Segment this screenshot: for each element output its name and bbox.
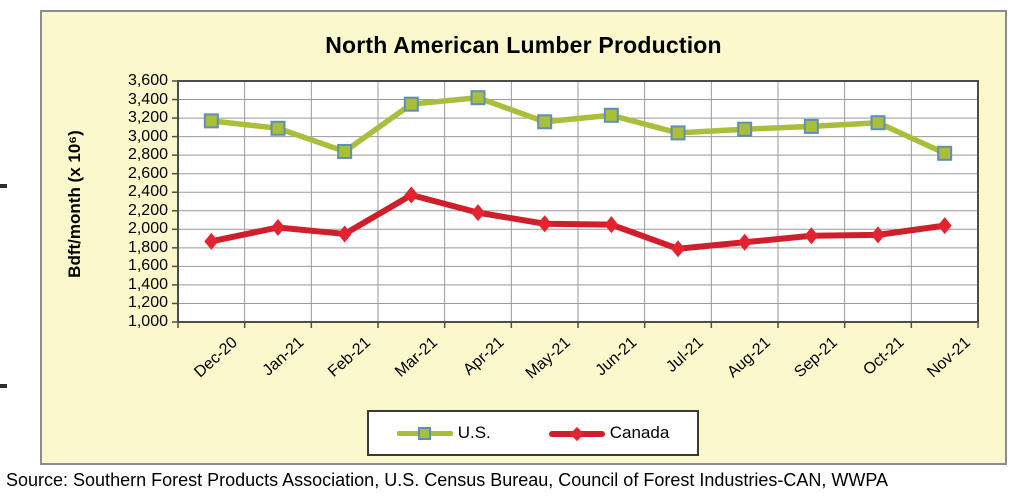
y-tick-label: 2,800 xyxy=(127,146,168,164)
us-line-sample-icon xyxy=(396,426,453,441)
us-square-marker-icon xyxy=(417,426,431,440)
canada-data-point-marker xyxy=(471,204,485,222)
x-tick-label: Sep-21 xyxy=(791,334,841,382)
legend-entry-us: U.S. xyxy=(396,423,491,443)
x-tick-label: Nov-21 xyxy=(924,334,975,382)
us-data-point-marker xyxy=(670,125,686,141)
y-tick-label: 1,000 xyxy=(127,313,168,330)
y-tick-label: 1,600 xyxy=(127,257,168,275)
x-tick-label: Mar-21 xyxy=(391,334,441,381)
canada-data-point-marker xyxy=(604,216,619,234)
us-data-point-marker xyxy=(937,145,953,161)
us-data-point-marker xyxy=(737,121,753,137)
x-tick-label: Feb-21 xyxy=(324,334,375,381)
chart-title: North American Lumber Production xyxy=(325,32,722,58)
canada-data-point-marker xyxy=(271,218,285,236)
canada-data-point-marker xyxy=(537,215,552,233)
legend-label-canada: Canada xyxy=(609,423,670,442)
y-tick-label: 3,400 xyxy=(127,90,168,108)
x-axis-tick-labels: Dec-20 Jan-21 Feb-21 Mar-21 Apr-21 May-21 Jun-… xyxy=(178,324,978,408)
canada-diamond-marker-icon xyxy=(569,426,584,441)
y-tick-label: 1,200 xyxy=(127,294,168,312)
y-tick-label: 2,000 xyxy=(127,220,168,238)
us-data-point-marker xyxy=(470,90,486,106)
y-tick-label: 2,400 xyxy=(127,183,168,201)
y-tick-label: 1,400 xyxy=(127,275,168,293)
series-line-us xyxy=(208,94,948,157)
plot-area xyxy=(172,80,979,328)
us-data-point-marker xyxy=(603,107,619,123)
left-margin-dash-top xyxy=(0,184,7,188)
y-tick-label: 2,200 xyxy=(127,201,168,219)
canada-data-point-marker xyxy=(871,226,885,244)
us-data-point-marker xyxy=(537,114,553,130)
canada-line-sample-icon xyxy=(548,426,605,441)
y-tick-label: 3,200 xyxy=(127,109,168,127)
x-tick-label: Aug-21 xyxy=(724,334,775,382)
canada-data-point-marker xyxy=(804,227,819,245)
series-line-canada xyxy=(208,192,948,252)
us-data-point-marker xyxy=(337,143,353,159)
x-tick-label: Oct-21 xyxy=(860,334,908,379)
legend: U.S. Canada xyxy=(367,410,699,456)
us-data-point-marker xyxy=(870,115,886,131)
source-citation: Source: Southern Forest Products Associa… xyxy=(6,470,889,490)
x-tick-label: Jul-21 xyxy=(663,334,708,376)
y-tick-label: 1,800 xyxy=(127,238,168,256)
canada-data-point-marker xyxy=(671,240,685,258)
canada-data-point-marker xyxy=(337,225,352,243)
us-data-point-marker xyxy=(270,120,286,136)
canada-data-point-marker xyxy=(937,217,952,235)
canada-data-point-marker xyxy=(404,186,419,204)
canada-data-point-marker xyxy=(737,233,752,251)
us-data-point-marker xyxy=(203,113,219,129)
x-tick-label: Jun-21 xyxy=(592,334,641,380)
us-data-point-marker xyxy=(403,96,419,112)
legend-entry-canada: Canada xyxy=(548,423,670,443)
left-margin-dash-bottom xyxy=(0,384,7,388)
y-tick-label: 3,000 xyxy=(127,127,168,145)
y-tick-label: 2,600 xyxy=(127,164,168,182)
x-tick-label: Dec-20 xyxy=(191,334,241,382)
plot-svg xyxy=(172,80,979,328)
y-axis-tick-labels: 3,600 3,400 3,200 3,000 2,800 2,600 2,400 2,200… xyxy=(42,72,172,330)
x-tick-label: May-21 xyxy=(523,334,575,383)
x-tick-label: Jan-21 xyxy=(259,334,308,380)
x-tick-label: Apr-21 xyxy=(460,334,508,379)
y-tick-label: 3,600 xyxy=(127,72,168,89)
chart-panel: North American Lumber Production Bdft/mo… xyxy=(40,10,1007,465)
canada-data-point-marker xyxy=(204,232,219,250)
us-data-point-marker xyxy=(803,118,819,134)
plot-border xyxy=(177,80,979,323)
legend-label-us: U.S. xyxy=(457,423,491,442)
